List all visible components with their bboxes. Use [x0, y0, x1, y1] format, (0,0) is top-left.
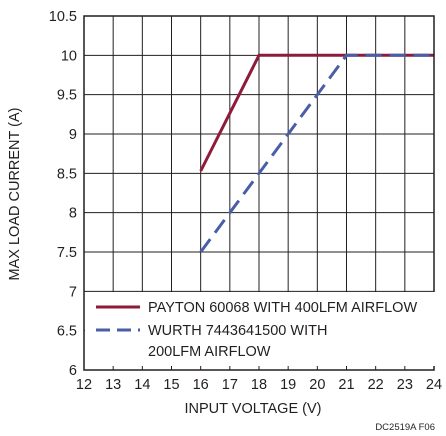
y-tick-labels: 6 6.5 7 7.5 8 8.5 9 9.5 10 10.5	[49, 9, 77, 379]
y-tick-label: 6	[69, 363, 77, 379]
figure-code: DC2519A F06	[375, 422, 435, 433]
legend-label-payton: PAYTON 60068 WITH 400LFM AIRFLOW	[148, 300, 417, 316]
y-tick-label: 6.5	[57, 324, 77, 340]
y-tick-label: 9.5	[57, 88, 77, 104]
x-tick-label: 19	[280, 377, 296, 393]
x-tick-label: 17	[222, 377, 238, 393]
y-tick-label: 8	[69, 206, 77, 222]
x-tick-label: 12	[76, 377, 92, 393]
y-tick-label: 10.5	[49, 9, 77, 25]
series-lines	[199, 53, 434, 253]
x-tick-label: 20	[309, 377, 325, 393]
y-tick-label: 7.5	[57, 245, 77, 261]
x-tick-label: 14	[134, 377, 150, 393]
legend: PAYTON 60068 WITH 400LFM AIRFLOW WURTH 7…	[85, 292, 435, 366]
x-tick-label: 16	[193, 377, 209, 393]
x-tick-label: 22	[368, 377, 384, 393]
x-tick-label: 18	[251, 377, 267, 393]
y-tick-label: 8.5	[57, 166, 77, 182]
x-tick-label: 13	[105, 377, 121, 393]
x-tick-label: 21	[338, 377, 354, 393]
y-tick-label: 7	[69, 284, 77, 300]
x-tick-label: 15	[163, 377, 179, 393]
y-tick-label: 10	[61, 48, 77, 64]
legend-label-wurth-line2: 200LFM AIRFLOW	[148, 344, 271, 360]
x-axis-title: INPUT VOLTAGE (V)	[185, 401, 322, 417]
series-line-wurth	[199, 53, 434, 253]
y-tick-label: 9	[69, 127, 77, 143]
legend-label-wurth-line1: WURTH 7443641500 WITH	[148, 323, 327, 339]
x-tick-label: 23	[397, 377, 413, 393]
legend-background	[85, 292, 435, 366]
plot-frame	[83, 15, 435, 371]
y-axis-title: MAX LOAD CURRENT (A)	[7, 108, 23, 281]
x-tick-labels: 12 13 14 15 16 17 18 19 20 21 22 23 24	[76, 377, 442, 393]
x-tick-label: 24	[426, 377, 442, 393]
